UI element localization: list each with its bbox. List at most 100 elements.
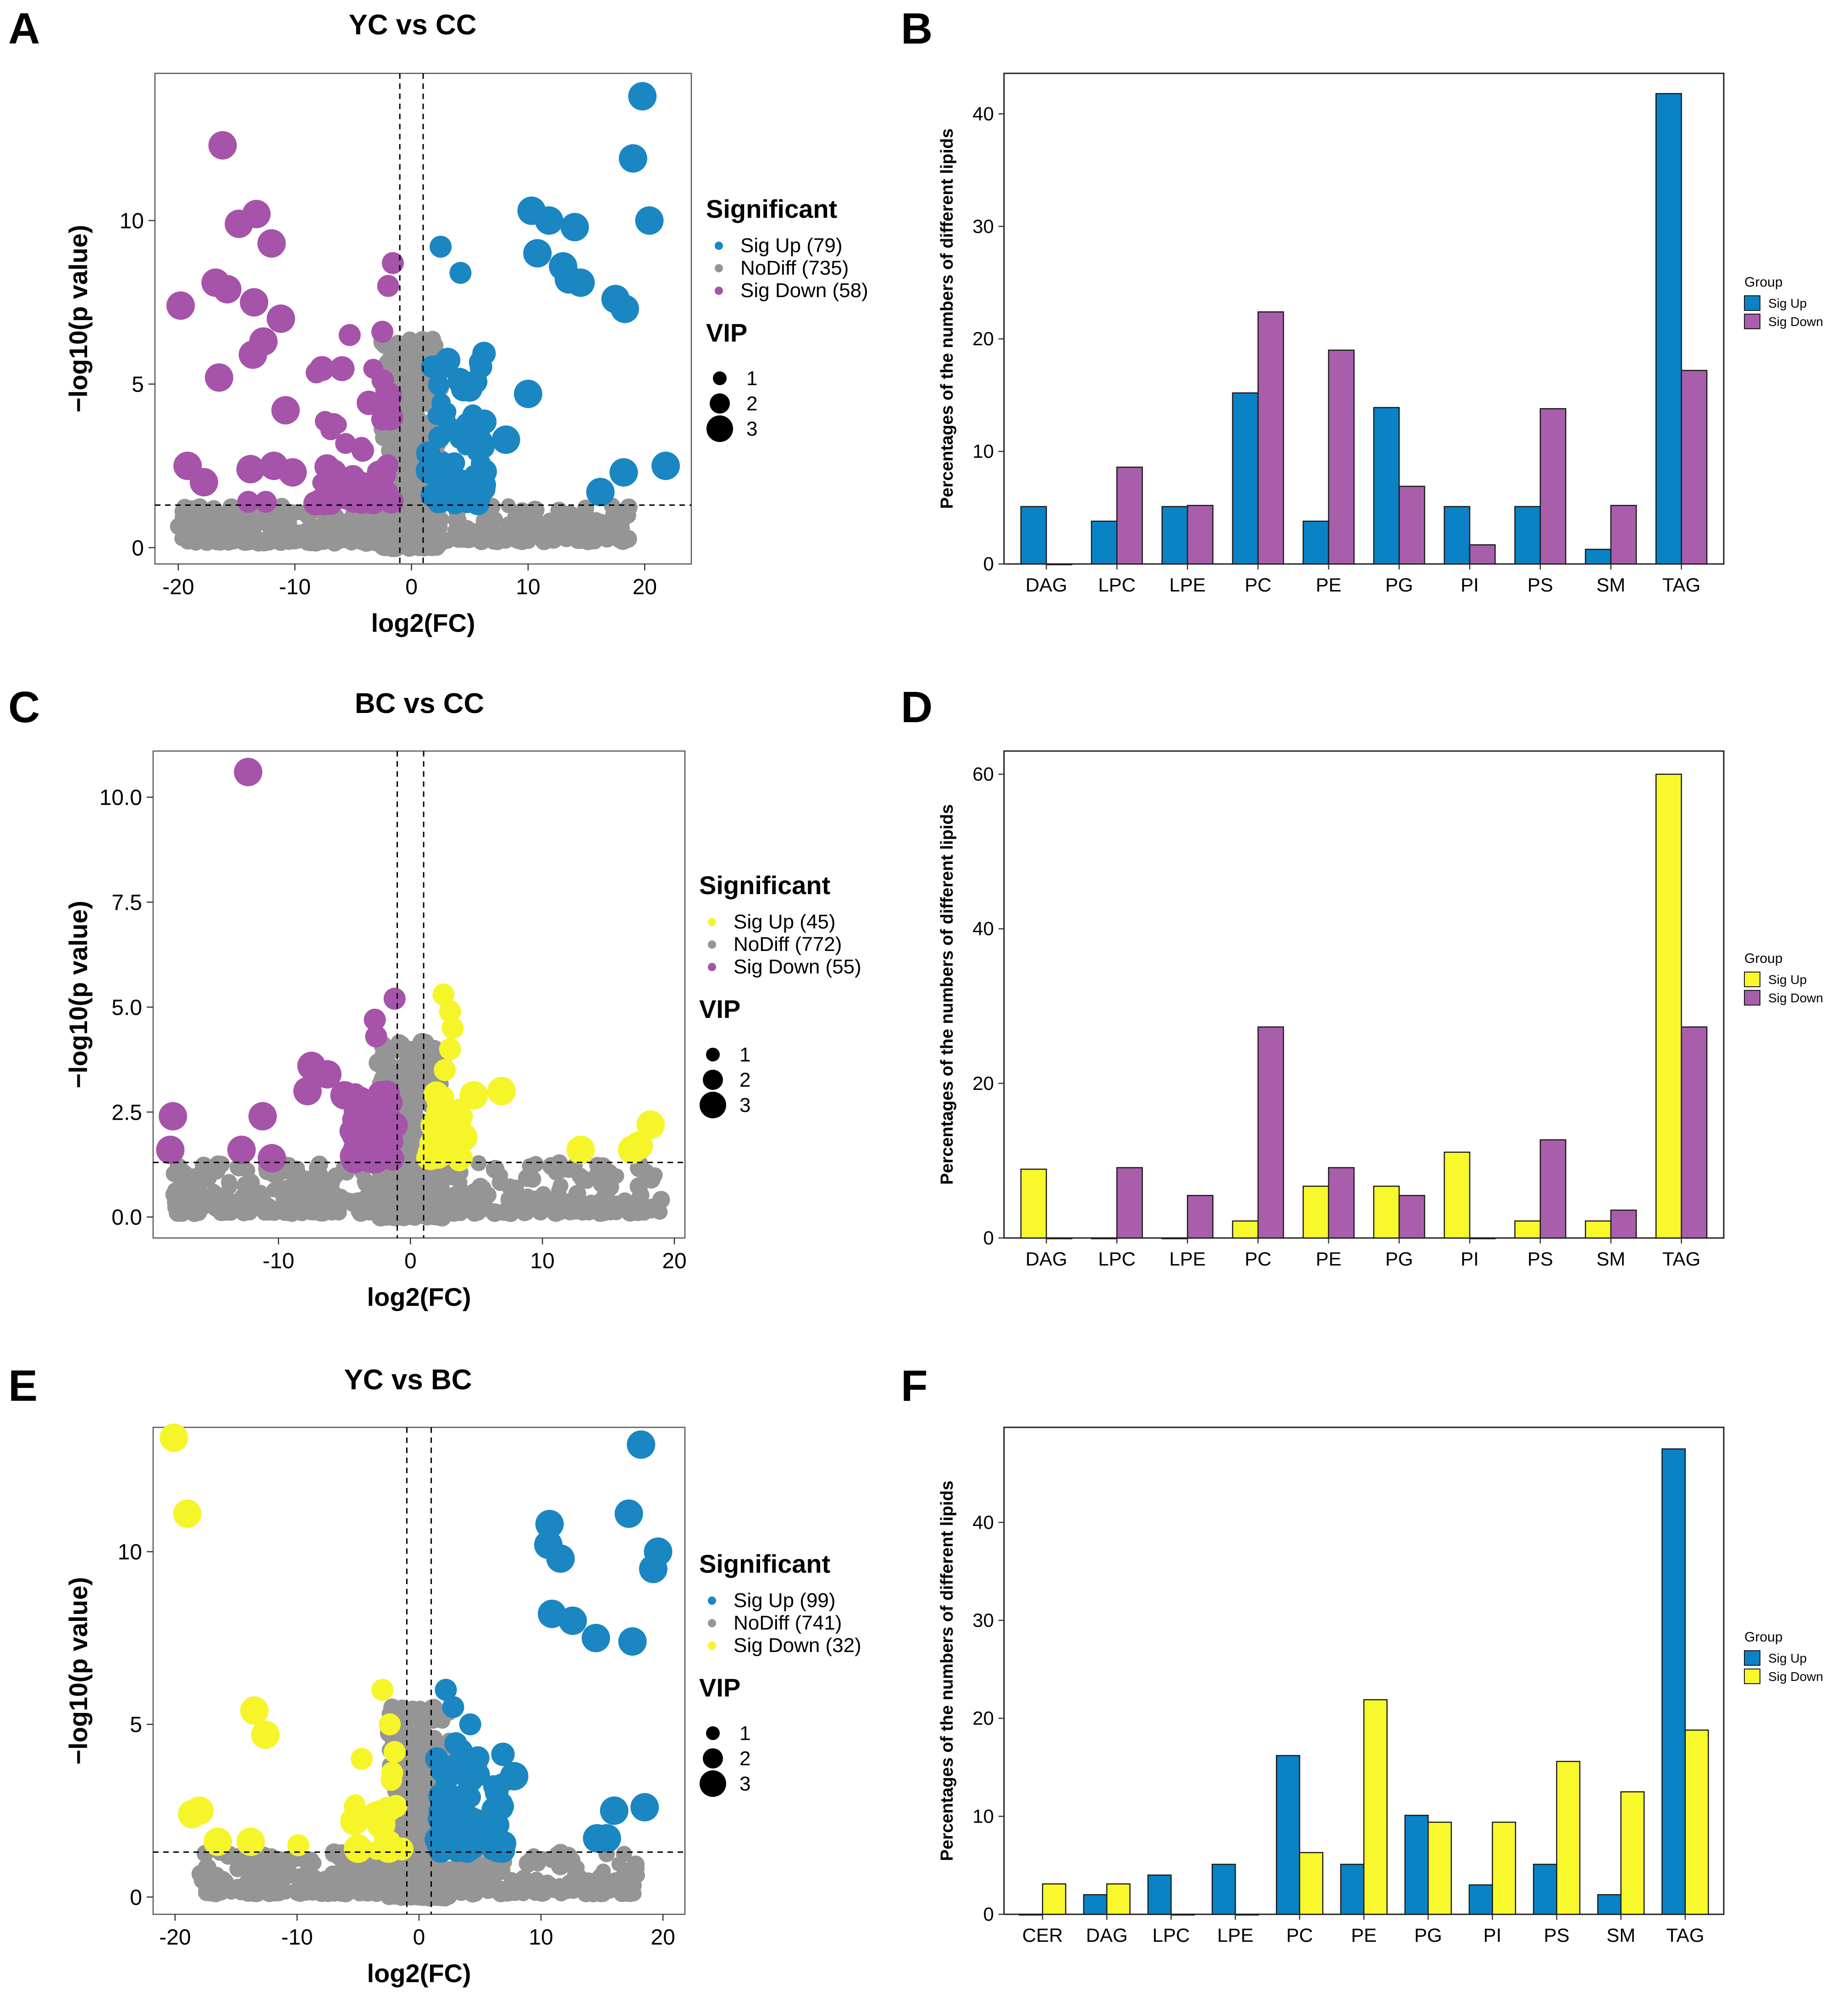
legend-label: Sig Up — [1768, 296, 1807, 310]
sig-down-point — [329, 356, 355, 381]
sig-up-point — [581, 1624, 610, 1652]
nodiff-point — [403, 1207, 419, 1223]
nodiff-point — [510, 511, 528, 530]
sig-up-point — [428, 374, 449, 396]
sig-up-point — [618, 1627, 647, 1656]
nodiff-point — [198, 1858, 217, 1877]
x-tick-label: TAG — [1666, 1924, 1704, 1946]
vip-swatch — [703, 1748, 723, 1768]
nodiff-point — [453, 1183, 470, 1200]
nodiff-point — [394, 1036, 410, 1052]
sig-up-point — [441, 1017, 464, 1039]
nodiff-point — [306, 1869, 323, 1886]
x-tick-label: CER — [1022, 1924, 1063, 1946]
bar-sig-up — [1404, 1814, 1429, 1915]
vip-swatch — [710, 393, 730, 414]
nodiff-point — [471, 1177, 490, 1196]
nodiff-point — [290, 1160, 305, 1176]
sig-up-point — [452, 370, 473, 391]
sig-up-point — [450, 1739, 473, 1762]
y-axis-label: Percentages of the numbers of different … — [938, 128, 957, 509]
bar-sig-down — [1299, 1852, 1324, 1915]
sig-up-point — [427, 1808, 450, 1830]
chart-root: YC vs CC-20 -10 0 10 200510log2(FC)−log10(p … — [64, 9, 1823, 1988]
nodiff-point — [613, 531, 633, 550]
bar-sig-up — [1468, 1884, 1493, 1915]
y-tick-label: 60 — [972, 763, 994, 785]
legend-title: Group — [1744, 275, 1782, 290]
sig-down-point — [374, 1834, 403, 1863]
nodiff-point — [540, 528, 558, 547]
nodiff-point — [221, 1179, 237, 1195]
bar-sig-up — [1276, 1755, 1301, 1915]
x-tick-label: LPE — [1169, 1248, 1206, 1270]
bar-sig-down — [1684, 1730, 1709, 1915]
nodiff-point — [535, 1186, 552, 1202]
x-tick-label: 20 — [651, 1925, 675, 1950]
nodiff-point — [281, 1853, 298, 1871]
sig-down-point — [320, 419, 342, 441]
sig-down-point — [236, 455, 265, 484]
legend-label: NoDiff (735) — [740, 257, 849, 279]
nodiff-point — [301, 1851, 320, 1870]
sig-up-point — [639, 1554, 667, 1583]
bar-sig-up — [1147, 1874, 1172, 1915]
vip-label: 2 — [739, 1069, 750, 1091]
legend: Group Sig Up Sig Down — [1744, 1630, 1823, 1684]
nodiff-point — [445, 1204, 463, 1222]
nodiff-point — [340, 1862, 357, 1879]
sig-down-point — [185, 1796, 214, 1825]
sig-up-point — [483, 1775, 505, 1797]
bar-sig-down — [1042, 1883, 1066, 1915]
panel-letter-a: A — [8, 4, 40, 53]
sig-down-point — [348, 1122, 375, 1148]
sig-down-point — [236, 1827, 265, 1856]
nodiff-point — [401, 1820, 419, 1839]
sig-up-point — [415, 458, 441, 484]
nodiff-point — [466, 529, 483, 546]
legend-swatch — [1744, 990, 1760, 1006]
bar-chart-d: DAG LPC LPE PC PE PG PI PS SM TAG 0 20 40 60 Percentag… — [938, 750, 1823, 1270]
x-tick-label: PE — [1316, 1248, 1341, 1270]
bar-chart-b: DAG LPC LPE PC PE PG PI PS SM TAG 0 10 20 30 40 Percent… — [938, 72, 1823, 596]
y-tick-label: 10 — [120, 209, 144, 233]
bar-sig-up — [1091, 520, 1118, 565]
sig-up-point — [523, 239, 552, 268]
y-tick-label: 40 — [972, 918, 994, 939]
sig-down-point — [213, 275, 242, 304]
vip-swatch — [703, 1070, 723, 1090]
nodiff-point — [291, 526, 307, 542]
sig-down-point — [293, 1077, 322, 1105]
panel-letter-c: C — [8, 683, 40, 732]
y-tick-label: 10.0 — [99, 786, 142, 810]
bar-sig-up — [1514, 1220, 1541, 1239]
y-tick-label: 40 — [972, 1511, 994, 1533]
nodiff-point — [407, 1796, 425, 1813]
nodiff-point — [493, 527, 510, 544]
bar-sig-up — [1340, 1863, 1365, 1915]
legend-swatch — [1744, 314, 1760, 329]
nodiff-point — [407, 1708, 423, 1724]
nodiff-point — [592, 1204, 610, 1221]
nodiff-point — [627, 1855, 645, 1873]
nodiff-point — [459, 1881, 477, 1899]
nodiff-point — [574, 1170, 593, 1189]
sig-down-point — [383, 493, 402, 513]
bar-sig-up — [1211, 1863, 1236, 1915]
sig-down-point — [330, 1081, 359, 1110]
x-tick-label: 20 — [662, 1249, 686, 1273]
nodiff-point — [573, 1198, 590, 1216]
nodiff-point — [188, 535, 204, 551]
sig-down-point — [350, 1748, 373, 1770]
nodiff-point — [361, 1205, 377, 1221]
sig-down-point — [343, 1834, 372, 1863]
bar-sig-down — [1539, 1139, 1567, 1239]
sig-up-point — [630, 1793, 659, 1822]
nodiff-point — [323, 1885, 338, 1901]
bar-sig-down — [1427, 1821, 1452, 1915]
plot-frame — [1003, 750, 1725, 1239]
y-tick-label: 0 — [983, 1227, 994, 1249]
nodiff-point — [289, 504, 305, 520]
bar-sig-down — [1186, 505, 1214, 565]
nodiff-point — [342, 1884, 358, 1900]
